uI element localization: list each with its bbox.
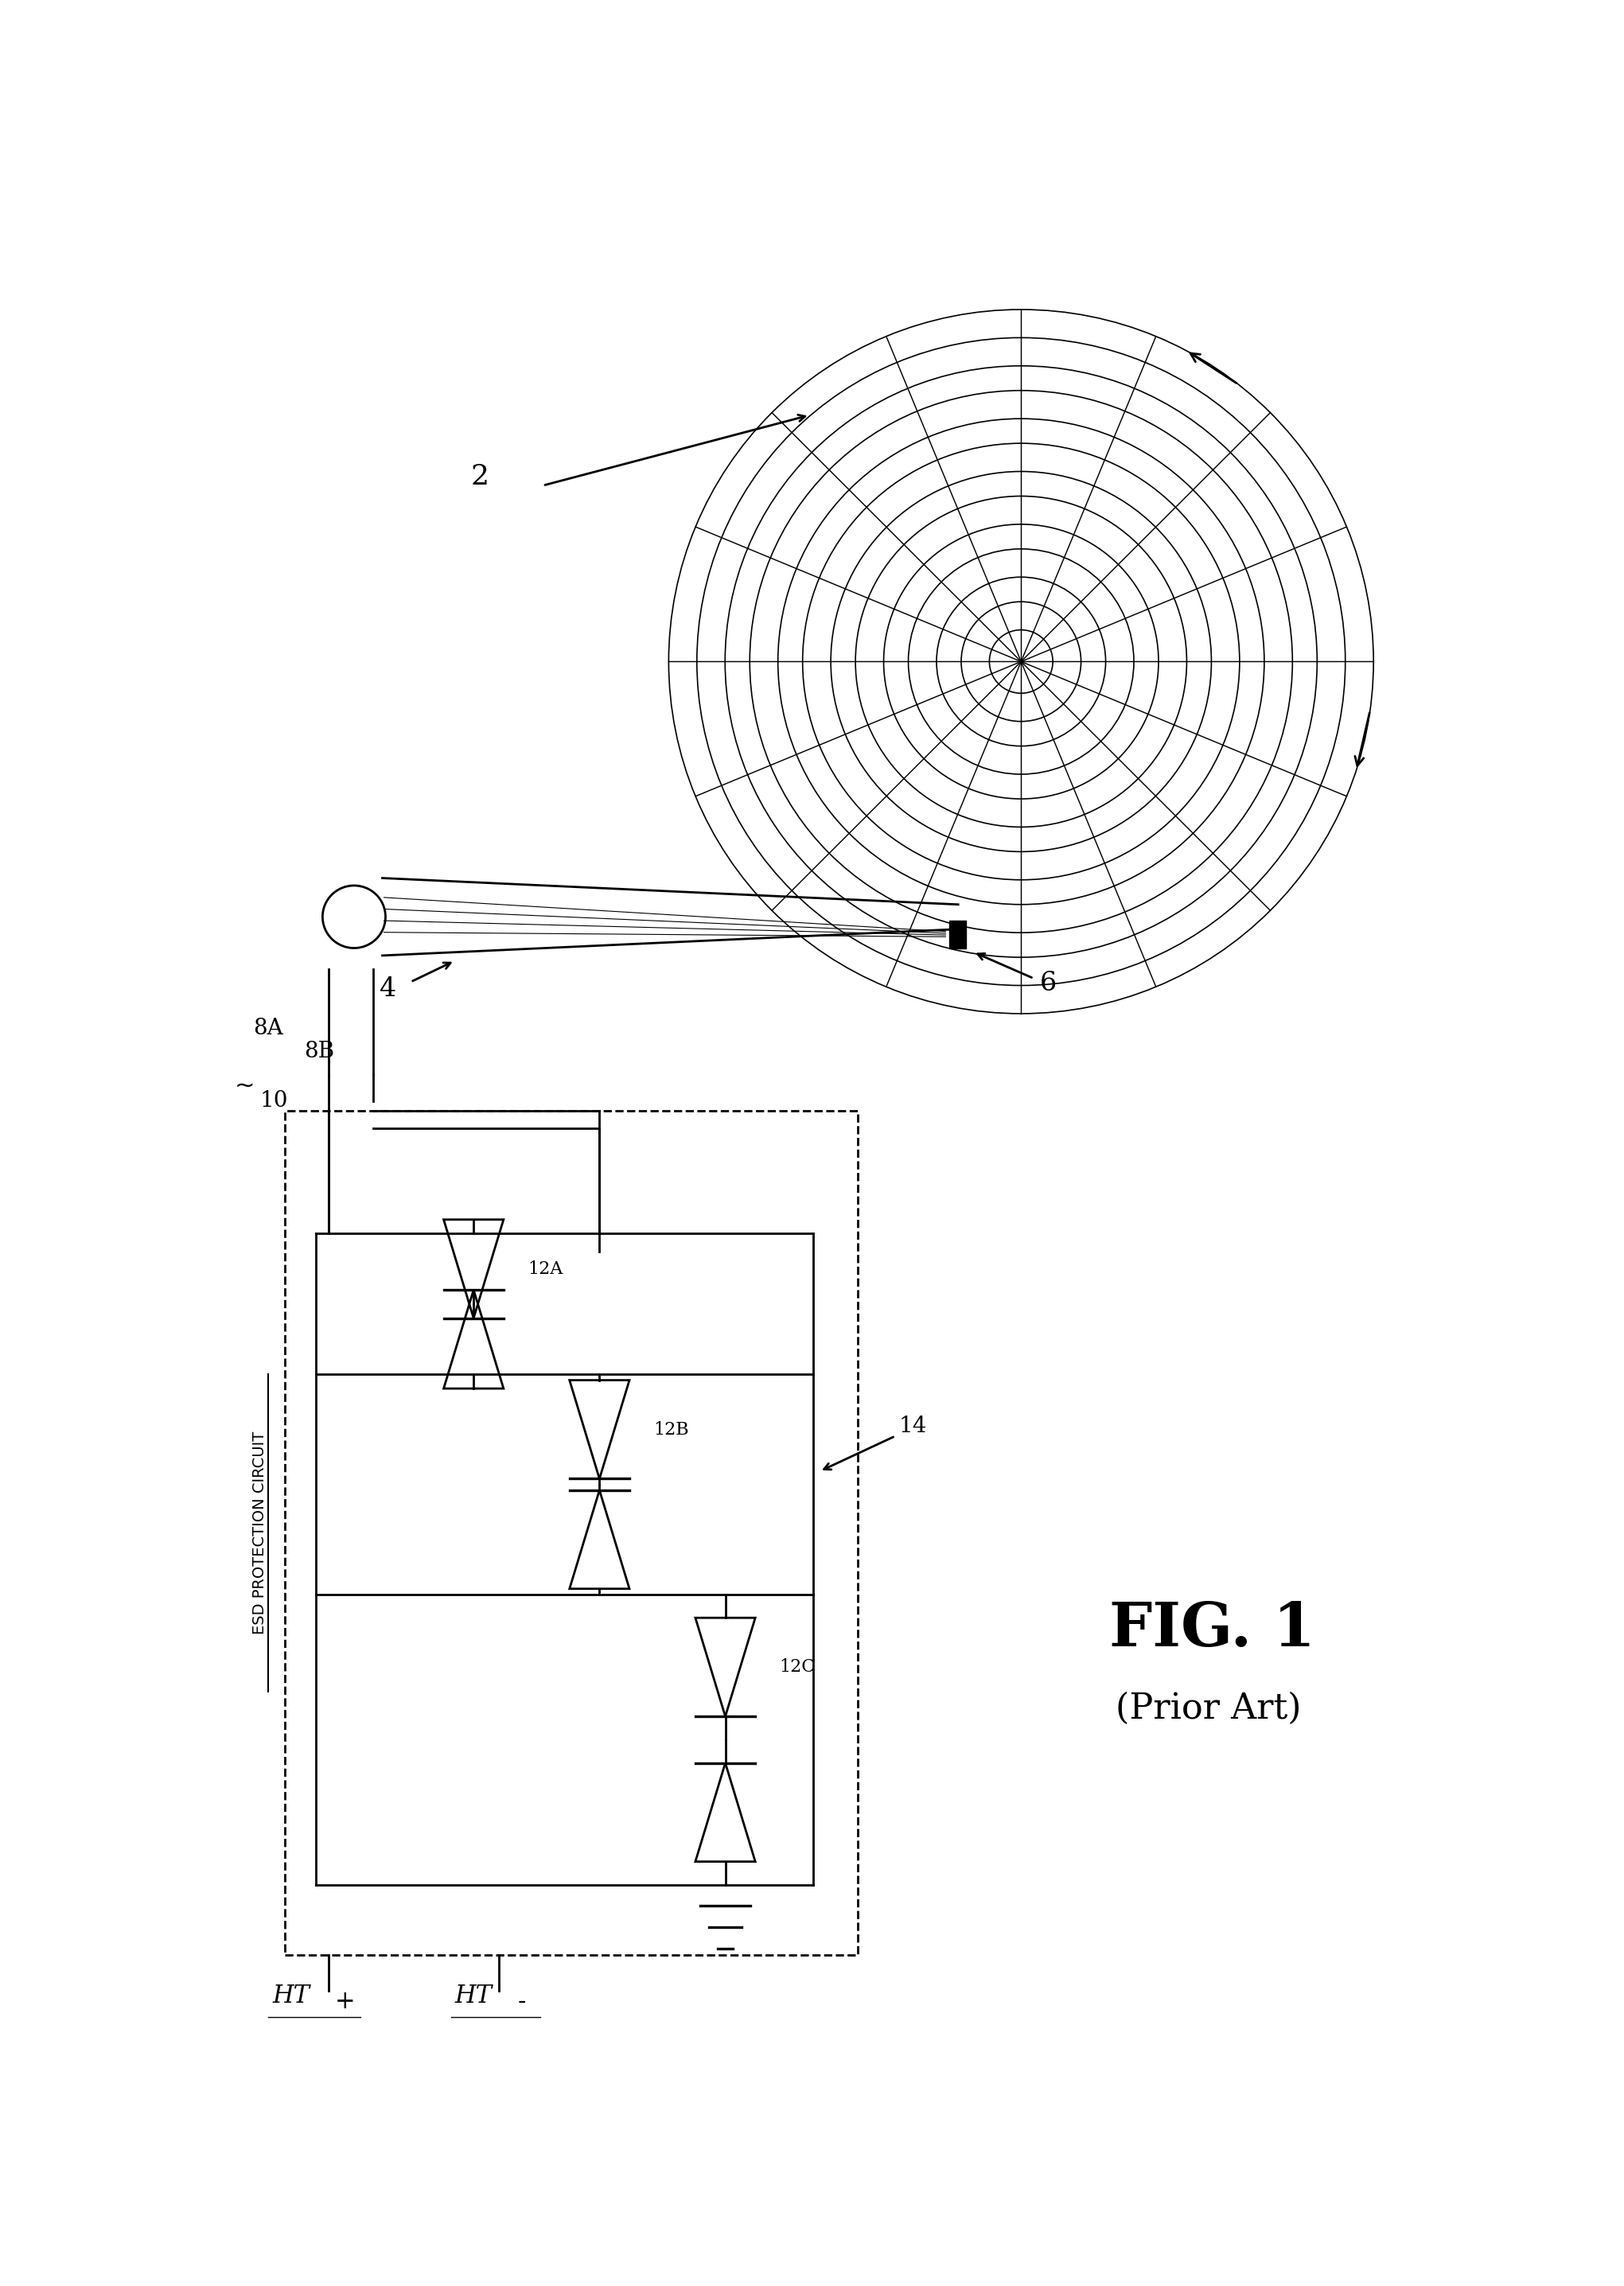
Text: ~: ~ <box>234 1074 255 1097</box>
Text: +: + <box>335 1989 356 2014</box>
Text: HT: HT <box>455 1984 492 2009</box>
Text: FIG. 1: FIG. 1 <box>1109 1600 1315 1660</box>
Text: 12A: 12A <box>528 1260 564 1278</box>
Text: 14: 14 <box>900 1415 927 1438</box>
Text: 8B: 8B <box>304 1040 335 1063</box>
Text: 2: 2 <box>471 464 489 489</box>
Text: HT: HT <box>273 1984 310 2009</box>
Text: ESD PROTECTION CIRCUIT: ESD PROTECTION CIRCUIT <box>252 1431 268 1634</box>
Text: 6: 6 <box>1039 972 1057 997</box>
Bar <box>950 921 966 949</box>
Text: 8A: 8A <box>253 1017 283 1040</box>
Text: -: - <box>518 1989 526 2014</box>
Text: 12C: 12C <box>780 1657 815 1676</box>
Text: 12B: 12B <box>653 1420 689 1438</box>
Text: 10: 10 <box>260 1090 287 1111</box>
Text: (Prior Art): (Prior Art) <box>1116 1692 1301 1726</box>
Text: 4: 4 <box>380 976 396 1001</box>
